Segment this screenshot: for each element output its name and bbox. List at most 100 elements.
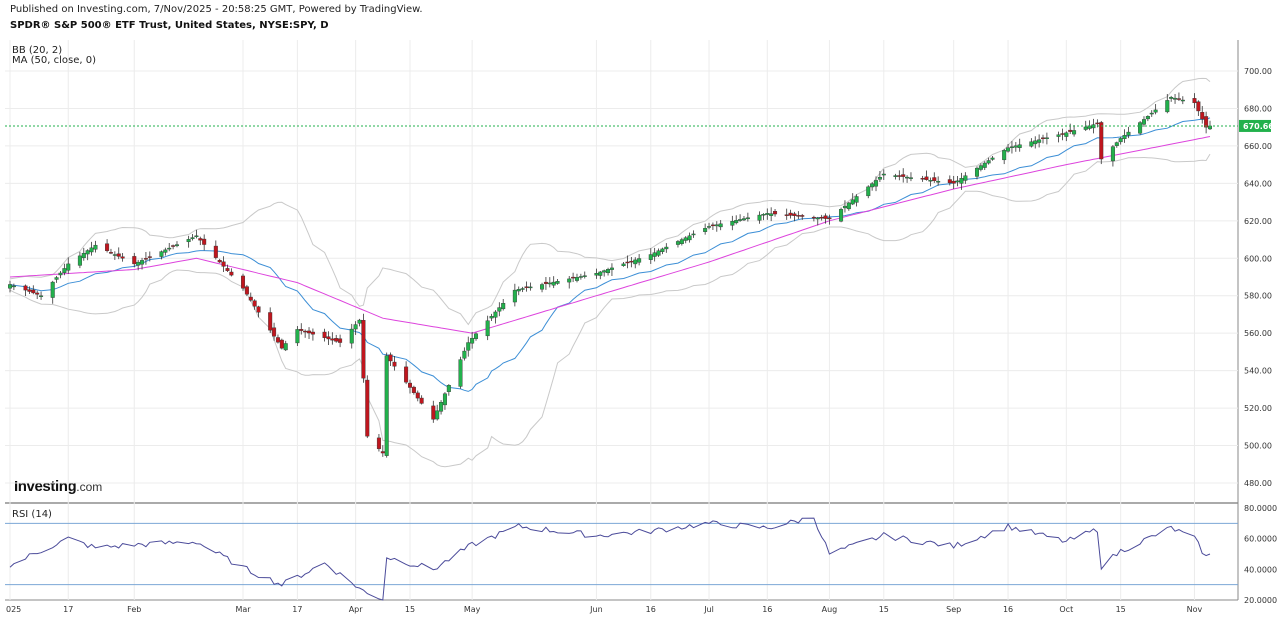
candle-body bbox=[349, 328, 354, 344]
time-tick-label: Feb bbox=[127, 605, 141, 614]
candle-body bbox=[217, 260, 222, 263]
price-tick-label: 480.00 bbox=[1244, 479, 1272, 488]
candle bbox=[648, 248, 653, 264]
candle-body bbox=[1114, 142, 1119, 146]
candle bbox=[1114, 141, 1119, 148]
candle bbox=[792, 211, 797, 222]
candle-body bbox=[625, 261, 630, 264]
candle-body bbox=[633, 259, 638, 265]
candle-body bbox=[703, 228, 708, 232]
candle bbox=[501, 298, 506, 311]
candle-body bbox=[431, 405, 436, 420]
candle-body bbox=[272, 327, 277, 337]
price-tick-label: 640.00 bbox=[1244, 179, 1272, 188]
candle-body bbox=[524, 286, 529, 288]
price-tick-label: 600.00 bbox=[1244, 254, 1272, 263]
candle-body bbox=[823, 215, 828, 219]
candle bbox=[947, 175, 952, 186]
candle-body bbox=[474, 333, 479, 339]
price-tick-label: 520.00 bbox=[1244, 404, 1272, 413]
time-tick-label: 15 bbox=[879, 605, 889, 614]
time-tick-label: 16 bbox=[646, 605, 656, 614]
candle bbox=[784, 208, 789, 220]
candle-body bbox=[411, 386, 416, 393]
candle-body bbox=[194, 235, 199, 238]
candle-body bbox=[1141, 119, 1146, 125]
candle bbox=[27, 286, 32, 295]
candle-body bbox=[62, 268, 67, 273]
candle-body bbox=[167, 247, 172, 250]
candles bbox=[7, 92, 1212, 458]
candle bbox=[462, 347, 467, 361]
candle bbox=[376, 433, 381, 452]
candle bbox=[54, 275, 59, 283]
candle bbox=[283, 340, 288, 352]
candle bbox=[652, 247, 657, 262]
candle bbox=[520, 286, 525, 293]
candle bbox=[920, 175, 925, 182]
candle-body bbox=[773, 211, 778, 215]
candle bbox=[330, 332, 335, 345]
candle-body bbox=[66, 263, 71, 271]
candle bbox=[1037, 134, 1042, 148]
candle-body bbox=[990, 157, 995, 160]
candle bbox=[675, 239, 680, 248]
candle-body bbox=[415, 392, 420, 399]
candle bbox=[1126, 126, 1131, 139]
bollinger-indicator-label[interactable]: BB (20, 2) bbox=[12, 45, 63, 56]
candle bbox=[815, 216, 820, 226]
last-price-label: 670.66 bbox=[1243, 122, 1274, 131]
candle bbox=[951, 175, 956, 189]
candle-body bbox=[1017, 144, 1022, 148]
candle bbox=[1099, 120, 1104, 165]
candle bbox=[924, 170, 929, 181]
moving-average-indicator-label[interactable]: MA (50, close, 0) bbox=[12, 55, 97, 66]
candle-body bbox=[77, 255, 82, 266]
candle-body bbox=[792, 213, 797, 216]
candle bbox=[1017, 138, 1022, 152]
candle bbox=[800, 213, 805, 220]
candle-body bbox=[1044, 137, 1049, 139]
candle bbox=[439, 400, 444, 415]
candle bbox=[1060, 128, 1065, 141]
candle bbox=[842, 200, 847, 213]
candle bbox=[186, 235, 191, 248]
candle bbox=[839, 207, 844, 223]
candle bbox=[1153, 104, 1158, 115]
candle-body bbox=[648, 254, 653, 260]
candle bbox=[493, 310, 498, 324]
candle-body bbox=[159, 251, 164, 257]
candle bbox=[734, 215, 739, 225]
candle bbox=[310, 328, 315, 341]
candle bbox=[431, 400, 436, 423]
rsi-indicator-label[interactable]: RSI (14) bbox=[12, 509, 52, 520]
candle bbox=[474, 332, 479, 341]
candle-body bbox=[365, 379, 370, 437]
candle-body bbox=[528, 286, 533, 289]
candle-body bbox=[982, 162, 987, 168]
candle-body bbox=[757, 214, 762, 221]
candle bbox=[404, 361, 409, 385]
candle bbox=[1006, 143, 1011, 153]
candle bbox=[167, 243, 172, 252]
candle-body bbox=[730, 220, 735, 226]
candle-body bbox=[738, 219, 743, 221]
candle-body bbox=[594, 273, 599, 276]
candle bbox=[213, 240, 218, 260]
candle-body bbox=[881, 173, 886, 176]
candle bbox=[202, 234, 207, 251]
candle bbox=[901, 168, 906, 183]
candle-body bbox=[147, 256, 152, 258]
candle bbox=[303, 329, 308, 338]
candle-body bbox=[1009, 146, 1014, 148]
candle-body bbox=[353, 324, 358, 330]
candle-body bbox=[81, 252, 86, 259]
candle-body bbox=[741, 218, 746, 221]
candle-body bbox=[870, 183, 875, 188]
candle-body bbox=[408, 382, 413, 388]
candle-body bbox=[380, 451, 385, 454]
candle bbox=[1173, 93, 1178, 104]
candle bbox=[163, 247, 168, 256]
candle-body bbox=[656, 250, 661, 256]
